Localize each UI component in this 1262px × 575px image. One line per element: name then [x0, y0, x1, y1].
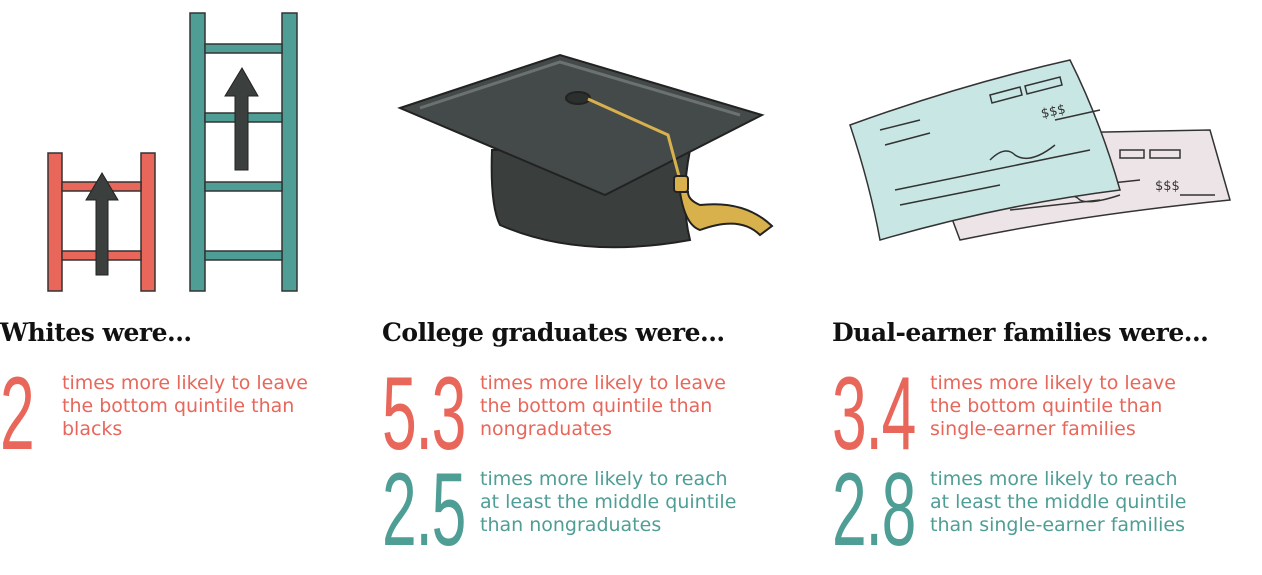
checks: $$$ $$$ [849, 59, 1231, 241]
stat-text: times more likely to leave the bottom qui… [62, 372, 308, 441]
teal-ladder [189, 12, 298, 292]
panel-heading: Whites were... [0, 318, 192, 347]
svg-text:$$$: $$$ [1155, 179, 1180, 194]
stat-line: times more likely to reach [480, 468, 728, 490]
panel-heading: College graduates were... [382, 318, 725, 347]
stat-text: times more likely to reach at least the m… [480, 468, 736, 537]
svg-text:$$$: $$$ [1040, 102, 1067, 122]
stat-line: the bottom quintile than [480, 395, 713, 417]
stat-line: nongraduates [480, 418, 613, 440]
arrows [85, 67, 259, 276]
panel-heading: Dual-earner families were... [832, 318, 1209, 347]
stat-line: the bottom quintile than [930, 395, 1163, 417]
stat-line: at least the middle quintile [930, 491, 1187, 513]
stat-line: single-earner families [930, 418, 1136, 440]
stat-number: 5.3 [382, 356, 466, 472]
stat-line: times more likely to leave [480, 372, 726, 394]
stat-line: at least the middle quintile [480, 491, 737, 513]
stat-line: than nongraduates [480, 514, 662, 536]
stat-number: 3.4 [832, 356, 916, 472]
stat-line: times more likely to leave [62, 372, 308, 394]
graduation-cap [397, 53, 774, 249]
stat-number: 2 [0, 356, 35, 472]
stat-line: blacks [62, 418, 123, 440]
stat-text: times more likely to leave the bottom qui… [930, 372, 1176, 441]
stat-line: the bottom quintile than [62, 395, 295, 417]
stat-line: times more likely to leave [930, 372, 1176, 394]
illustrations: $$$ $$$ [47, 12, 1231, 292]
stat-text: times more likely to reach at least the m… [930, 468, 1186, 537]
stat-number: 2.5 [382, 452, 466, 568]
stat-line: times more likely to reach [930, 468, 1178, 490]
stat-number: 2.8 [832, 452, 916, 568]
stat-text: times more likely to leave the bottom qui… [480, 372, 726, 441]
stat-line: than single-earner families [930, 514, 1185, 536]
